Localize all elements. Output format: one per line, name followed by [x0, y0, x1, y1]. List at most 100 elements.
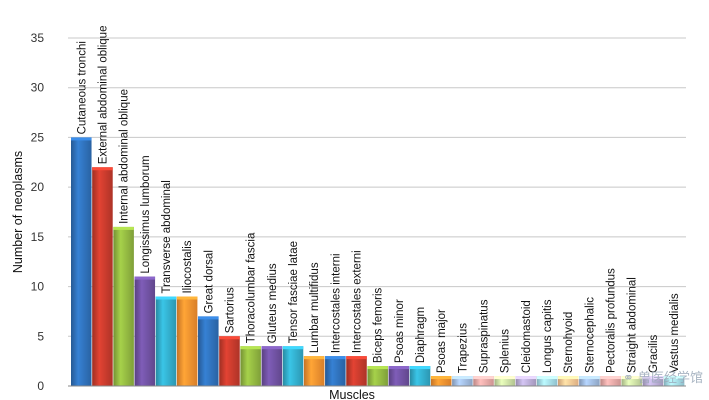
category-label: Straight abdominal [627, 277, 639, 373]
category-label: Cleidomastoid [521, 300, 533, 373]
category-label: Splenius [500, 329, 512, 373]
bar [557, 376, 579, 386]
bar-top [557, 376, 579, 380]
bar-top [473, 376, 494, 380]
category-label: Lumbar multifidus [309, 262, 321, 353]
bar-top [219, 336, 240, 340]
bar-top [642, 376, 664, 380]
bar-top [240, 346, 261, 350]
bar [240, 346, 261, 386]
bar [346, 356, 367, 386]
bar [452, 376, 473, 386]
category-label: Supraspinatus [479, 299, 491, 373]
bar-top [176, 296, 198, 300]
bar-top [134, 276, 156, 280]
y-tick-label: 10 [31, 280, 45, 294]
category-label: Gluteus medius [267, 263, 279, 343]
category-label: Intercostales externi [352, 250, 364, 353]
bar [113, 226, 134, 386]
bar [536, 376, 558, 386]
bar [92, 167, 113, 386]
category-label: External abdominal oblique [97, 26, 109, 165]
bar-top [367, 366, 388, 370]
bar-top [452, 376, 473, 380]
bar [579, 376, 600, 386]
bar-top [113, 226, 134, 230]
bar [600, 376, 621, 386]
category-label: Thoracolumbar fascia [246, 232, 258, 343]
bar [282, 346, 304, 386]
category-label: Longissimus lumborum [140, 155, 152, 273]
gridlines [68, 37, 686, 337]
bar-top [515, 376, 537, 380]
bar-top [430, 376, 452, 380]
bar [325, 356, 346, 386]
bar [388, 366, 410, 386]
bar [367, 366, 388, 386]
bar-top [388, 366, 410, 370]
bar-top [282, 346, 304, 350]
bar-top [494, 376, 515, 380]
category-labels: Cutaneous tronchi External abdominal obli… [76, 26, 681, 374]
bar [473, 376, 494, 386]
y-tick-label: 0 [37, 379, 44, 393]
category-label: Sternohyoid [563, 312, 575, 373]
category-label: Pectoralis profundus [606, 268, 618, 373]
watermark-logo: ⚭ 兽医经学馆 [622, 371, 703, 386]
bar-top [536, 376, 558, 380]
bar-top [409, 366, 431, 370]
category-label: Longus capitis [542, 299, 554, 373]
bar-top [600, 376, 621, 380]
category-label: Transverse abdominal [161, 180, 173, 293]
y-axis-ticks: 0 5 10 15 20 25 30 35 [31, 31, 45, 393]
y-tick-label: 5 [37, 329, 44, 343]
category-label: Vastus medialis [669, 293, 681, 373]
y-tick-label: 20 [31, 180, 45, 194]
bar-top [92, 167, 113, 171]
bar [430, 376, 452, 386]
category-label: Tensor fasciae latae [288, 241, 300, 343]
bar-top [346, 356, 367, 360]
bar [198, 316, 219, 386]
category-label: Diaphragm [415, 307, 427, 363]
category-label: Biceps femoris [373, 287, 385, 363]
category-label: Gracilis [648, 334, 660, 373]
bar [303, 356, 325, 386]
bar [261, 346, 283, 386]
category-label: Intercostales interni [330, 253, 342, 353]
bar [219, 336, 240, 386]
bar-top [303, 356, 325, 360]
y-tick-label: 35 [31, 31, 45, 45]
bar [663, 376, 685, 386]
bar [515, 376, 537, 386]
bar-top [325, 356, 346, 360]
category-label: Trapezius [457, 323, 469, 373]
category-label: Psoas major [436, 309, 448, 373]
bar-top [155, 296, 177, 300]
bar [409, 366, 431, 386]
bar-top [579, 376, 600, 380]
category-label: Internal abdominal oblique [119, 89, 131, 224]
x-axis-label: Muscles [329, 388, 375, 400]
bars [71, 137, 685, 386]
y-tick-label: 15 [31, 230, 45, 244]
category-label: Great dorsal [203, 250, 215, 313]
category-label: Iliocostalis [182, 240, 194, 293]
bar [621, 376, 643, 386]
category-label: Sternocephalic [584, 297, 596, 373]
bar [642, 376, 664, 386]
bar-top [198, 316, 219, 320]
bar-top [663, 376, 685, 380]
y-axis-label: Number of neoplasms [11, 151, 25, 273]
y-tick-label: 30 [31, 81, 45, 95]
category-label: Psoas minor [394, 299, 406, 363]
y-tick-label: 25 [31, 130, 45, 144]
bar-top [71, 137, 92, 141]
bar [71, 137, 92, 386]
bar [176, 296, 198, 386]
bar [134, 276, 156, 386]
bar [494, 376, 515, 386]
bar-top [621, 376, 643, 380]
category-label: Sartorius [224, 287, 236, 333]
